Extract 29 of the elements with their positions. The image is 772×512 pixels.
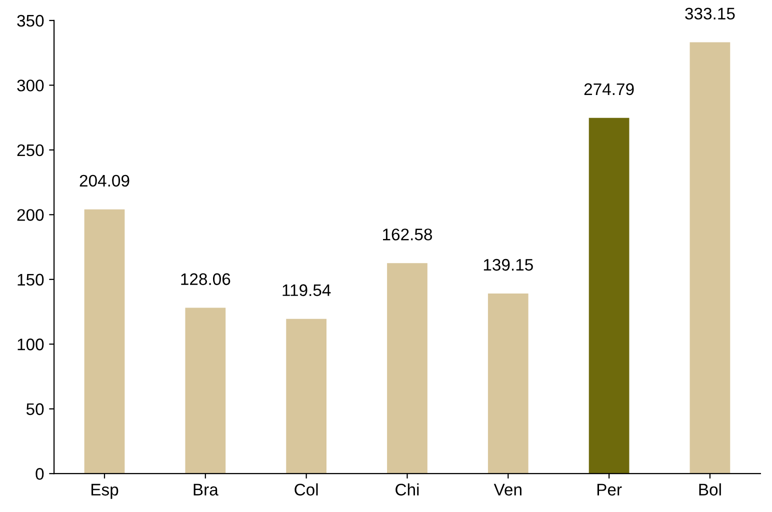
bar xyxy=(84,209,125,474)
y-tick-label: 50 xyxy=(26,403,44,416)
bar xyxy=(488,293,528,474)
data-label: 204.09 xyxy=(80,174,130,187)
x-tick-label: Chi xyxy=(396,483,419,496)
x-tick-label: Bra xyxy=(194,484,218,496)
y-tick-label: 150 xyxy=(18,274,44,286)
y-tick-label: 200 xyxy=(17,209,44,221)
bar xyxy=(286,318,326,474)
x-tick-label: Bol xyxy=(699,483,721,496)
data-label: 333.15 xyxy=(685,8,735,20)
y-tick-label: 300 xyxy=(17,80,44,92)
x-tick-label: Esp xyxy=(92,484,118,499)
y-tick-label: 350 xyxy=(17,14,44,27)
data-label: 128.06 xyxy=(181,273,230,286)
bar xyxy=(690,42,730,474)
x-tick-label: Col xyxy=(294,483,318,496)
y-tick-label: 250 xyxy=(17,144,44,156)
data-label: 119.54 xyxy=(282,284,331,296)
x-tick-label: Ven xyxy=(494,484,522,496)
x-tick-label: Per xyxy=(597,484,622,496)
data-label: 274.79 xyxy=(584,83,634,96)
y-tick-label: 0 xyxy=(36,468,44,480)
data-label: 162.58 xyxy=(383,228,432,240)
bar xyxy=(185,308,226,474)
y-tick-label: 100 xyxy=(18,338,44,350)
bar xyxy=(387,263,428,474)
bar xyxy=(588,118,630,474)
data-label: 139.15 xyxy=(484,258,533,271)
